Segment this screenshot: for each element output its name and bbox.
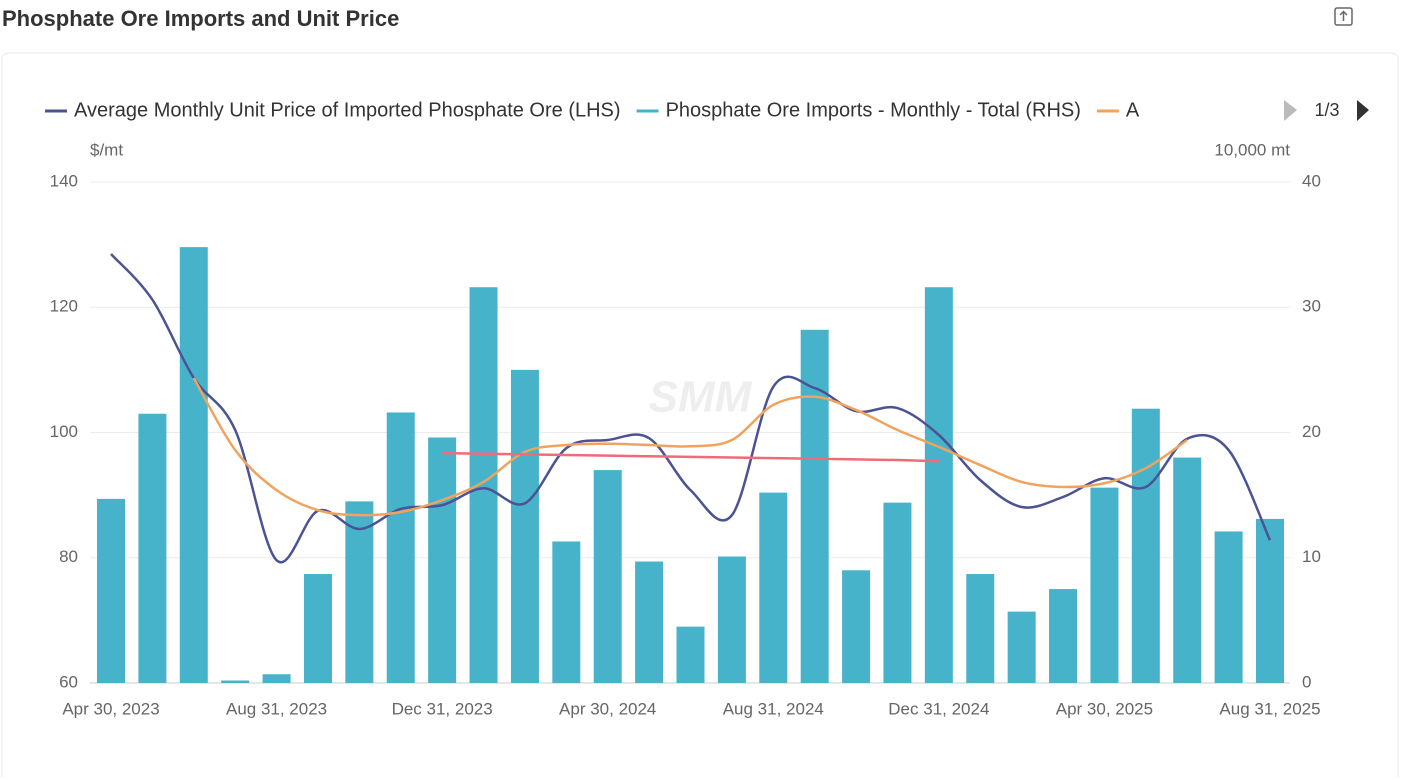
bar xyxy=(386,412,415,683)
bar xyxy=(759,492,788,683)
x-tick-label: Aug 31, 2023 xyxy=(226,699,327,718)
bar xyxy=(262,674,291,683)
x-tick-label: Apr 30, 2024 xyxy=(559,699,656,718)
bar xyxy=(179,247,208,683)
bar xyxy=(1049,589,1078,683)
bar xyxy=(552,541,581,683)
y-tick-label: 80 xyxy=(59,547,78,566)
bar xyxy=(138,413,167,683)
y-tick-label: 140 xyxy=(50,171,78,190)
legend-label: A xyxy=(1126,99,1140,121)
bar xyxy=(966,574,995,683)
bar xyxy=(428,437,457,683)
bar xyxy=(883,502,912,683)
y-tick-label: 120 xyxy=(50,297,78,316)
bar xyxy=(717,556,746,683)
x-tick-label: Apr 30, 2025 xyxy=(1056,699,1153,718)
bar xyxy=(97,498,125,683)
x-tick-label: Aug 31, 2025 xyxy=(1219,699,1320,718)
y2-tick-label: 0 xyxy=(1302,672,1311,691)
bar xyxy=(1007,611,1036,683)
legend-page: 1/3 xyxy=(1314,100,1339,120)
line xyxy=(442,451,939,463)
bar xyxy=(842,570,871,683)
bar xyxy=(1131,408,1160,683)
legend-next[interactable] xyxy=(1357,100,1369,121)
export-icon[interactable] xyxy=(1334,7,1353,26)
line xyxy=(192,377,1188,517)
bar xyxy=(676,626,705,683)
bar xyxy=(635,561,664,683)
y-tick-label: 60 xyxy=(59,672,78,691)
x-tick-label: Dec 31, 2024 xyxy=(888,699,989,718)
bar xyxy=(1090,487,1119,683)
bar xyxy=(924,287,953,683)
legend-label: Phosphate Ore Imports - Monthly - Total … xyxy=(666,99,1081,121)
legend: Average Monthly Unit Price of Imported P… xyxy=(45,99,1140,121)
legend-label: Average Monthly Unit Price of Imported P… xyxy=(74,99,621,121)
legend-prev[interactable] xyxy=(1284,100,1297,121)
bar xyxy=(1256,518,1284,683)
y2-tick-label: 30 xyxy=(1302,297,1321,316)
y2-axis-label: 10,000 mt xyxy=(1214,140,1290,159)
x-tick-label: Dec 31, 2023 xyxy=(392,699,493,718)
y-tick-label: 100 xyxy=(50,422,78,441)
x-tick-label: Aug 31, 2024 xyxy=(723,699,824,718)
y2-tick-label: 40 xyxy=(1302,171,1321,190)
chart-title: Phosphate Ore Imports and Unit Price xyxy=(2,6,399,31)
bar xyxy=(303,574,332,683)
y2-tick-label: 10 xyxy=(1302,547,1321,566)
bar xyxy=(1214,531,1243,683)
bar xyxy=(510,369,539,683)
y2-tick-label: 20 xyxy=(1302,422,1321,441)
line xyxy=(110,253,1272,564)
bar xyxy=(345,501,374,683)
bar xyxy=(221,680,250,683)
x-tick-label: Apr 30, 2023 xyxy=(62,699,159,718)
y-axis-label: $/mt xyxy=(90,140,123,159)
watermark: SMM xyxy=(649,373,753,422)
bar xyxy=(593,470,622,683)
bar xyxy=(1173,457,1202,683)
bar xyxy=(469,287,498,683)
